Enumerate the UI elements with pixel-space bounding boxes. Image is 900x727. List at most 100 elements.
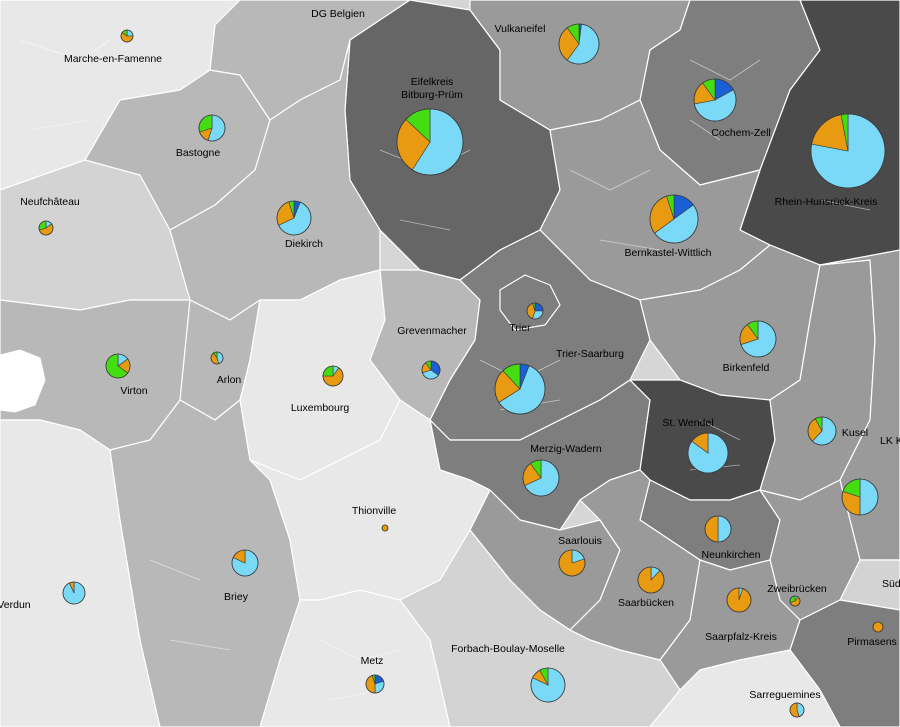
label-merzig-wadern: Merzig-Wadern: [530, 443, 602, 455]
label-saarlouis: Saarlouis: [558, 535, 602, 547]
label-eifelkreis: Eifelkreis: [411, 76, 454, 88]
label-briey: Briey: [224, 591, 249, 603]
pie-outline: [365, 674, 385, 694]
pie-outline: [381, 524, 389, 532]
label-kusel: Kusel: [842, 427, 868, 439]
pie-outline: [807, 416, 837, 446]
pie-virton: [105, 353, 131, 379]
pies-layer: [38, 23, 886, 718]
pie-outline: [530, 667, 566, 703]
pie-outline: [276, 200, 312, 236]
label-neunkirchen: Neunkirchen: [702, 549, 761, 561]
pie-outline: [704, 515, 732, 543]
pie-trier: [526, 302, 544, 320]
label-sarreguemines: Sarreguemines: [749, 689, 820, 701]
label-verdun: Verdun: [0, 599, 31, 611]
pie-briey: [231, 549, 259, 577]
pie-bernkastel-wittlich: [649, 194, 699, 244]
pie-outline: [322, 365, 344, 387]
pie-outline: [810, 113, 886, 189]
label-saarpfalz-kreis: Saarpfalz-Kreis: [705, 631, 777, 643]
pie-outline: [396, 108, 464, 176]
pie-outline: [637, 566, 665, 594]
label-birkenfeld: Birkenfeld: [723, 362, 770, 374]
label-lk-k: LK K: [880, 435, 900, 447]
region-trier: [499, 274, 561, 331]
pie-outline: [789, 702, 805, 718]
label-luxembourg: Luxembourg: [291, 402, 350, 414]
pie-birkenfeld: [739, 320, 777, 358]
pie-outline: [558, 549, 586, 577]
pie-outline: [210, 351, 224, 365]
region-forbach-boulay-moselle: [399, 529, 681, 727]
pie-rhein-hunsrueck-kreis: [810, 113, 886, 189]
label-grevenmacher: Grevenmacher: [397, 325, 467, 337]
pie-outline: [231, 549, 259, 577]
label-saarbruecken: Saarbücken: [618, 597, 674, 609]
label-metz: Metz: [361, 655, 384, 667]
label-thionville: Thionville: [352, 505, 397, 517]
pie-trier-saarburg: [494, 363, 546, 415]
pie-outline: [693, 78, 737, 122]
label-trier: Trier: [509, 322, 531, 334]
pie-lk-k: [841, 478, 879, 516]
pie-outline: [789, 595, 801, 607]
label-trier-saarburg: Trier-Saarburg: [556, 348, 624, 360]
label-dg-belgien: DG Belgien: [311, 8, 365, 20]
pie-outline: [739, 320, 777, 358]
pie-sarreguemines: [789, 702, 805, 718]
label-marche-en-famenne: Marche-en-Famenne: [64, 53, 162, 65]
pie-outline: [120, 29, 134, 43]
pie-neunkirchen: [704, 515, 732, 543]
pie-vulkaneifel: [558, 23, 600, 65]
labels-layer: DG Belgien Vulkaneifel Marche-en-Famenne…: [0, 8, 900, 701]
pie-thionville: [381, 524, 389, 532]
pie-outline: [558, 23, 600, 65]
pie-metz: [365, 674, 385, 694]
pie-cochem-zell: [693, 78, 737, 122]
pie-outline: [38, 220, 54, 236]
pie-outline: [198, 114, 226, 142]
label-zweibruecken: Zweibrücken: [767, 583, 827, 595]
pie-grevenmacher: [421, 360, 441, 380]
label-arlon: Arlon: [217, 374, 242, 386]
pie-zweibruecken: [789, 595, 801, 607]
label-pirmasens: Pirmasens: [847, 636, 897, 648]
pie-outline: [494, 363, 546, 415]
pie-pirmasens: [872, 621, 884, 633]
pie-kusel: [807, 416, 837, 446]
pie-outline: [526, 302, 544, 320]
label-bitburg-pruem: Bitburg-Prüm: [401, 89, 463, 101]
pie-luxembourg: [322, 365, 344, 387]
pie-merzig-wadern: [522, 459, 560, 497]
pie-outline: [421, 360, 441, 380]
pie-outline: [522, 459, 560, 497]
pie-outline: [841, 478, 879, 516]
label-forbach-boulay-moselle: Forbach-Boulay-Moselle: [451, 643, 565, 655]
pie-verdun: [62, 581, 86, 605]
label-vulkaneifel: Vulkaneifel: [495, 23, 546, 35]
pie-saarlouis: [558, 549, 586, 577]
label-virton: Virton: [120, 385, 147, 397]
region-pirmasens: [789, 599, 900, 727]
label-sued: Süd: [882, 578, 900, 590]
label-rhein-hunsrueck-kreis: Rhein-Hunsrück-Kreis: [775, 196, 878, 208]
pie-outline: [649, 194, 699, 244]
pie-arlon: [210, 351, 224, 365]
pie-eifelkreis-bitburg-pruem: [396, 108, 464, 176]
pie-forbach-boulay-moselle: [530, 667, 566, 703]
pie-diekirch: [276, 200, 312, 236]
pie-bastogne: [198, 114, 226, 142]
pie-marche-en-famenne: [120, 29, 134, 43]
white-area: [0, 349, 46, 413]
label-cochem-zell: Cochem-Zell: [711, 127, 771, 139]
pie-outline: [687, 432, 729, 474]
label-bastogne: Bastogne: [176, 147, 221, 159]
pie-saarpfalz-kreis: [726, 587, 752, 613]
pie-outline: [872, 621, 884, 633]
pie-outline: [726, 587, 752, 613]
pie-outline: [105, 353, 131, 379]
pie-neufchateau: [38, 220, 54, 236]
